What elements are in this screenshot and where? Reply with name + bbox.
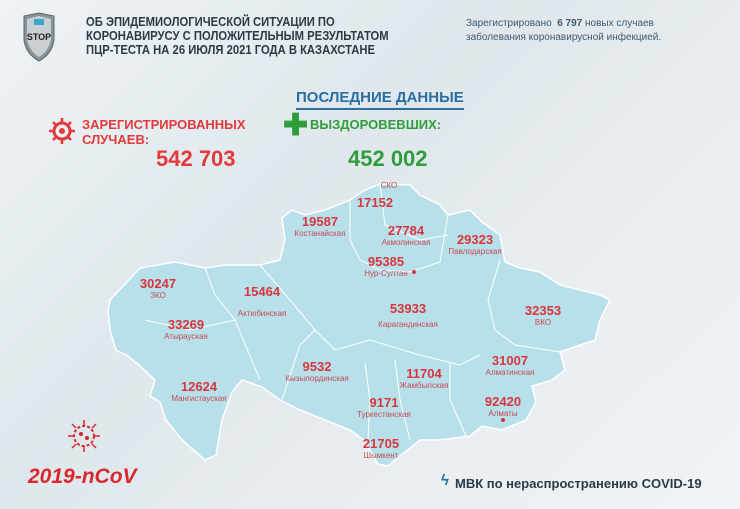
page-title: ОБ ЭПИДЕМИОЛОГИЧЕСКОЙ СИТУАЦИИ ПО КОРОНА… <box>86 15 389 57</box>
region-kostanay: 19587 Костанайская <box>294 214 346 238</box>
note-suffix: новых случаев <box>585 18 654 29</box>
region-zhambyl: 11704 Жамбылская <box>399 366 449 390</box>
registered-label: ЗАРЕГИСТРИРОВАННЫХ СЛУЧАЕВ: <box>82 117 246 147</box>
ncov-label: 2019-nCoV <box>28 465 137 488</box>
region-mangystau: 12624 Мангистауская <box>171 379 227 403</box>
recovered-value: 452 002 <box>348 146 428 171</box>
source-label: МВК по нераспространению COVID-19 <box>455 476 702 491</box>
virus-icon <box>48 117 76 150</box>
region-pavlodar: 29323 Павлодарская <box>448 232 502 256</box>
lightning-icon: ϟ <box>441 472 449 489</box>
latest-data-heading: ПОСЛЕДНИЕ ДАННЫЕ <box>296 89 464 110</box>
svg-text:STOP: STOP <box>27 32 51 42</box>
region-turkestan: 9171 Туркестанская <box>357 395 411 419</box>
region-vko: 32353 ВКО <box>524 303 562 327</box>
recovered-label: ВЫЗДОРОВЕВШИХ: <box>310 117 442 132</box>
region-sko-value: 17152 <box>356 195 394 210</box>
registered-value: 542 703 <box>156 146 236 171</box>
new-cases-count: 6 797 <box>557 18 583 29</box>
title-line: ПЦР-ТЕСТА НА 26 ИЮЛЯ 2021 ГОДА В КАЗАХСТ… <box>86 43 376 57</box>
stop-logo: STOP <box>22 12 56 62</box>
region-almaty-oblast: 31007 Алматинская <box>485 353 535 377</box>
nur-sultan-marker <box>412 270 416 274</box>
region-borders <box>144 183 561 441</box>
region-karaganda: 53933 Карагандинская <box>378 301 438 329</box>
region-kyzylorda: 9532 Кызылординская <box>285 359 349 383</box>
note-line2: заболевания коронавирусной инфекцией. <box>466 32 662 43</box>
region-nur-sultan: 95385 Нур-Султан <box>364 254 408 278</box>
region-sko: СКО <box>380 181 398 190</box>
region-almaty-city: 92420 Алматы <box>484 394 522 418</box>
region-aktobe: 15464 Актюбинская <box>237 284 287 318</box>
note-prefix: Зарегистрировано <box>466 18 552 29</box>
region-atyrau: 33269 Атырауская <box>164 317 208 341</box>
new-cases-note: Зарегистрировано 6 797 новых случаев заб… <box>466 17 661 45</box>
title-line: КОРОНАВИРУСУ С ПОЛОЖИТЕЛЬНЫМ РЕЗУЛЬТАТОМ <box>86 29 389 43</box>
plus-icon: ✚ <box>283 109 309 142</box>
region-zko: 30247 ЗКО <box>139 276 177 300</box>
map-outline <box>107 183 612 467</box>
title-line: ОБ ЭПИДЕМИОЛОГИЧЕСКОЙ СИТУАЦИИ ПО <box>86 15 335 29</box>
almaty-marker <box>501 418 505 422</box>
region-akmola: 27784 Акмолинская <box>381 223 431 247</box>
region-shymkent: 21705 Шымкент <box>362 436 400 460</box>
coronavirus-icon <box>66 418 102 459</box>
